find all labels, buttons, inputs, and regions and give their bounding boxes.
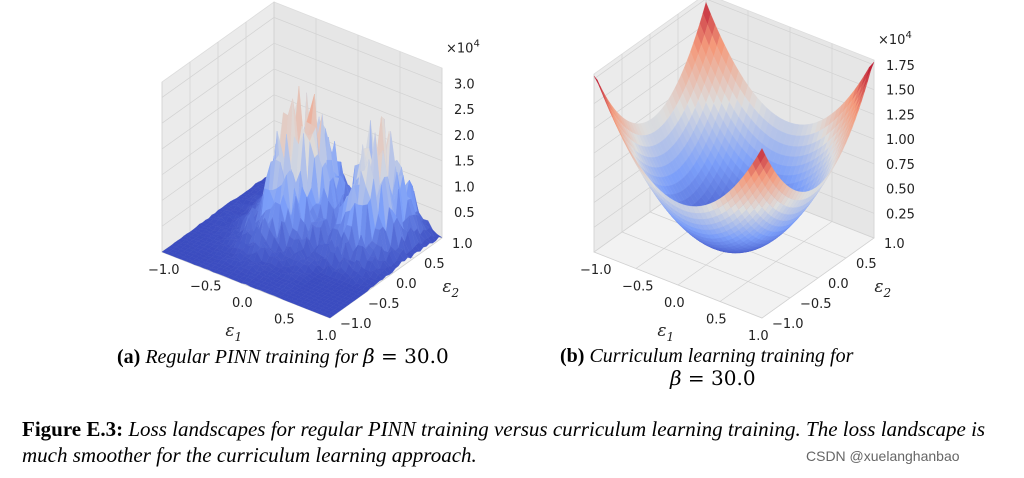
plot-b-eps2-tick-label: 0.0 bbox=[828, 277, 849, 292]
plot-b-eps2-tick-label: 0.5 bbox=[856, 257, 877, 272]
plot-a-eps2-tick-label: −1.0 bbox=[340, 317, 372, 332]
plot-b-eps1-tick-label: −0.5 bbox=[622, 280, 654, 295]
plot-b-eps1-tick-label: 0.5 bbox=[706, 313, 727, 328]
plot-b-eps1-axis-label: ε1 bbox=[657, 321, 674, 344]
plot-a-eps1-tick-label: −1.0 bbox=[148, 263, 180, 278]
plot-a-z-tick-label: 1.5 bbox=[454, 155, 475, 170]
plot-a-eps2-tick-label: 0.5 bbox=[424, 257, 445, 272]
plot-b-surface bbox=[593, 1, 875, 254]
plot-b-z-tick-label: 1.50 bbox=[886, 84, 915, 99]
subcaption-b-text: Curriculum learning training for bbox=[589, 345, 854, 367]
plot-b-z-tick-label: 0.75 bbox=[886, 158, 915, 173]
surface-plot-a: −1.0−0.50.00.51.0−1.0−0.50.00.51.00.51.0… bbox=[148, 1, 480, 344]
plot-a-eps1-tick-label: 1.0 bbox=[316, 329, 337, 344]
subcaption-a-label: (a) bbox=[117, 346, 141, 368]
plot-a-eps1-tick-label: −0.5 bbox=[190, 280, 222, 295]
plot-a-surface bbox=[161, 86, 443, 319]
plot-b-eps1-tick-label: 0.0 bbox=[664, 296, 685, 311]
plot-a-z-multiplier: ×104 bbox=[446, 38, 480, 56]
plot-a-z-tick-label: 2.5 bbox=[454, 103, 475, 118]
plot-a-eps2-tick-label: 0.0 bbox=[396, 277, 417, 292]
subcaption-b: (b) Curriculum learning training for β =… bbox=[560, 345, 920, 390]
figure-caption-label: Figure E.3: bbox=[22, 417, 124, 441]
surface-plot-b: −1.0−0.50.00.51.0−1.0−0.50.00.51.00.250.… bbox=[580, 0, 915, 344]
plot-b-ticks: −1.0−0.50.00.51.0−1.0−0.50.00.51.00.250.… bbox=[580, 30, 915, 344]
plot-b-eps1-tick-label: −1.0 bbox=[580, 263, 612, 278]
plot-a-eps1-tick-label: 0.5 bbox=[274, 313, 295, 328]
subcaption-a-value: = 30.0 bbox=[374, 344, 449, 368]
plot-b-z-multiplier: ×104 bbox=[878, 30, 912, 48]
plot-a-z-tick-label: 3.0 bbox=[454, 77, 475, 92]
subcaption-a-text: Regular PINN training for bbox=[145, 346, 359, 368]
plot-b-z-tick-label: 1.25 bbox=[886, 108, 915, 123]
plot-b-eps2-tick-label: −0.5 bbox=[800, 297, 832, 312]
plot-a-z-tick-label: 1.0 bbox=[454, 180, 475, 195]
plot-a-eps1-axis-label: ε1 bbox=[225, 321, 242, 344]
plot-a-eps2-axis-label: ε2 bbox=[442, 277, 459, 300]
subcaption-b-value: = 30.0 bbox=[681, 366, 756, 390]
plot-b-eps2-tick-label: −1.0 bbox=[772, 317, 804, 332]
plot-a-ticks: −1.0−0.50.00.51.0−1.0−0.50.00.51.00.51.0… bbox=[148, 38, 480, 344]
figure-caption-text: Loss landscapes for regular PINN trainin… bbox=[22, 417, 986, 467]
plot-b-z-tick-label: 1.00 bbox=[886, 133, 915, 148]
plot-b-eps2-tick-label: 1.0 bbox=[884, 237, 905, 252]
plot-b-z-tick-label: 1.75 bbox=[886, 59, 915, 74]
plot-a-eps1-tick-label: 0.0 bbox=[232, 296, 253, 311]
subcaption-a: (a) Regular PINN training for β = 30.0 bbox=[117, 345, 449, 368]
plot-b-eps1-tick-label: 1.0 bbox=[748, 329, 769, 344]
plot-a-eps2-tick-label: 1.0 bbox=[452, 237, 473, 252]
watermark: CSDN @xuelanghanbao bbox=[806, 448, 960, 464]
plot-a-z-tick-label: 2.0 bbox=[454, 129, 475, 144]
subcaption-b-label: (b) bbox=[560, 345, 585, 367]
plot-b-z-tick-label: 0.25 bbox=[886, 207, 915, 222]
plot-b-z-tick-label: 0.50 bbox=[886, 183, 915, 198]
figure-caption: Figure E.3: Loss landscapes for regular … bbox=[22, 416, 1022, 468]
subcaption-a-beta: β bbox=[363, 344, 375, 368]
plot-a-z-tick-label: 0.5 bbox=[454, 206, 475, 221]
plot-b-eps2-axis-label: ε2 bbox=[874, 277, 891, 300]
plot-a-eps2-tick-label: −0.5 bbox=[368, 297, 400, 312]
subcaption-b-beta: β bbox=[670, 366, 682, 390]
